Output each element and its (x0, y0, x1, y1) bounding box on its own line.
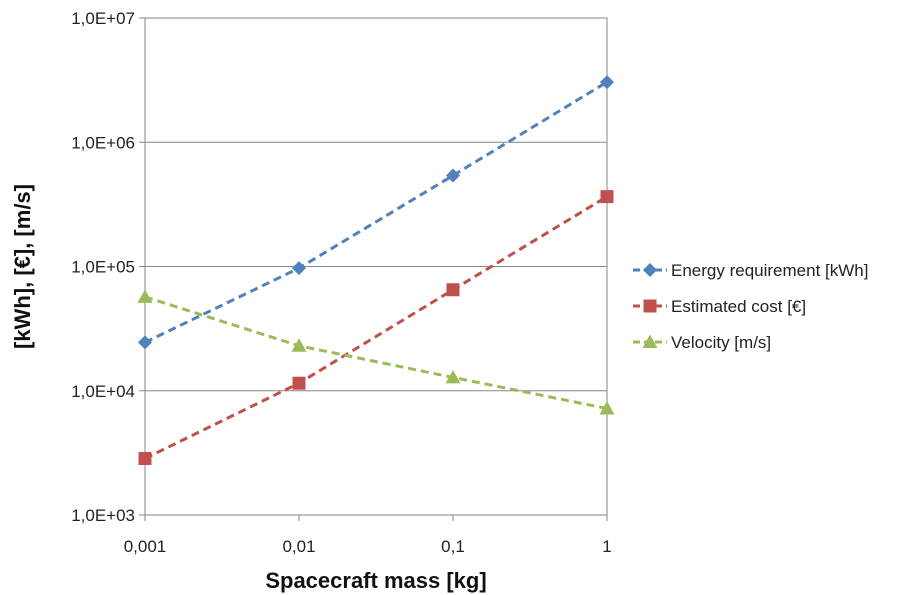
x-tick-label: 0,01 (282, 537, 315, 556)
x-tick-label: 0,1 (441, 537, 465, 556)
data-point (292, 376, 306, 390)
data-point (138, 451, 152, 465)
legend-item: Energy requirement [kWh] (633, 261, 868, 280)
data-point (292, 261, 306, 276)
series-group (137, 75, 615, 465)
series-line (144, 80, 608, 344)
legend-label: Energy requirement [kWh] (671, 261, 868, 280)
data-point (446, 283, 460, 297)
series-1 (138, 75, 614, 350)
legend-marker (642, 334, 658, 348)
series-line (144, 295, 608, 410)
y-tick-label: 1,0E+05 (71, 258, 135, 277)
data-point (599, 400, 615, 415)
data-point (138, 335, 152, 350)
y-tick-label: 1,0E+07 (71, 9, 135, 28)
y-tick-label: 1,0E+04 (71, 382, 135, 401)
data-point (137, 289, 153, 303)
legend-label: Estimated cost [€] (671, 297, 806, 316)
series-3 (137, 289, 615, 415)
series-line (144, 195, 608, 460)
legend-marker (643, 299, 657, 313)
x-tick-label: 1 (602, 537, 611, 556)
gridlines (145, 17, 607, 516)
legend-marker (643, 263, 657, 277)
y-axis-ticks: 1,0E+03 1,0E+04 1,0E+05 1,0E+06 1,0E+07 (71, 9, 145, 525)
y-tick-label: 1,0E+06 (71, 133, 135, 152)
x-axis-ticks: 0,001 0,01 0,1 1 (124, 515, 612, 556)
legend-item: Velocity [m/s] (633, 333, 771, 352)
y-tick-label: 1,0E+03 (71, 506, 135, 525)
data-point (600, 190, 614, 204)
y-axis-title: [kWh], [€], [m/s] (10, 184, 35, 349)
series-2 (138, 190, 614, 465)
data-point (600, 75, 614, 90)
data-point (291, 338, 307, 352)
legend-label: Velocity [m/s] (671, 333, 771, 352)
x-axis-title: Spacecraft mass [kg] (265, 568, 486, 593)
data-point (446, 168, 460, 183)
legend-item: Estimated cost [€] (633, 297, 806, 316)
data-point (445, 369, 461, 384)
legend: Energy requirement [kWh] Estimated cost [… (633, 261, 868, 352)
x-tick-label: 0,001 (124, 537, 167, 556)
